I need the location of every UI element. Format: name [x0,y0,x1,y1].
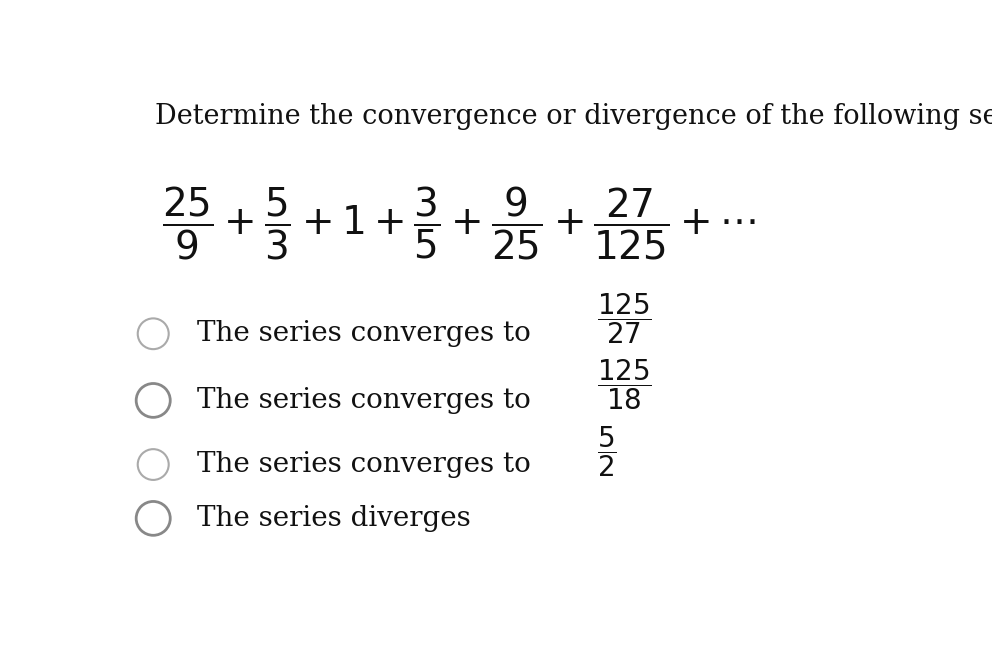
Text: $\dfrac{125}{27}$: $\dfrac{125}{27}$ [597,291,652,346]
Text: The series converges to: The series converges to [197,387,540,414]
Text: $\dfrac{5}{2}$: $\dfrac{5}{2}$ [597,424,616,479]
Text: $\dfrac{125}{18}$: $\dfrac{125}{18}$ [597,358,652,412]
Text: The series converges to: The series converges to [197,320,540,347]
Text: The series diverges: The series diverges [197,505,471,532]
Text: Determine the convergence or divergence of the following series:: Determine the convergence or divergence … [155,103,992,130]
Text: The series converges to: The series converges to [197,451,540,478]
Text: $\dfrac{25}{9} + \dfrac{5}{3} + 1 + \dfrac{3}{5} + \dfrac{9}{25} + \dfrac{27}{12: $\dfrac{25}{9} + \dfrac{5}{3} + 1 + \dfr… [163,185,757,262]
